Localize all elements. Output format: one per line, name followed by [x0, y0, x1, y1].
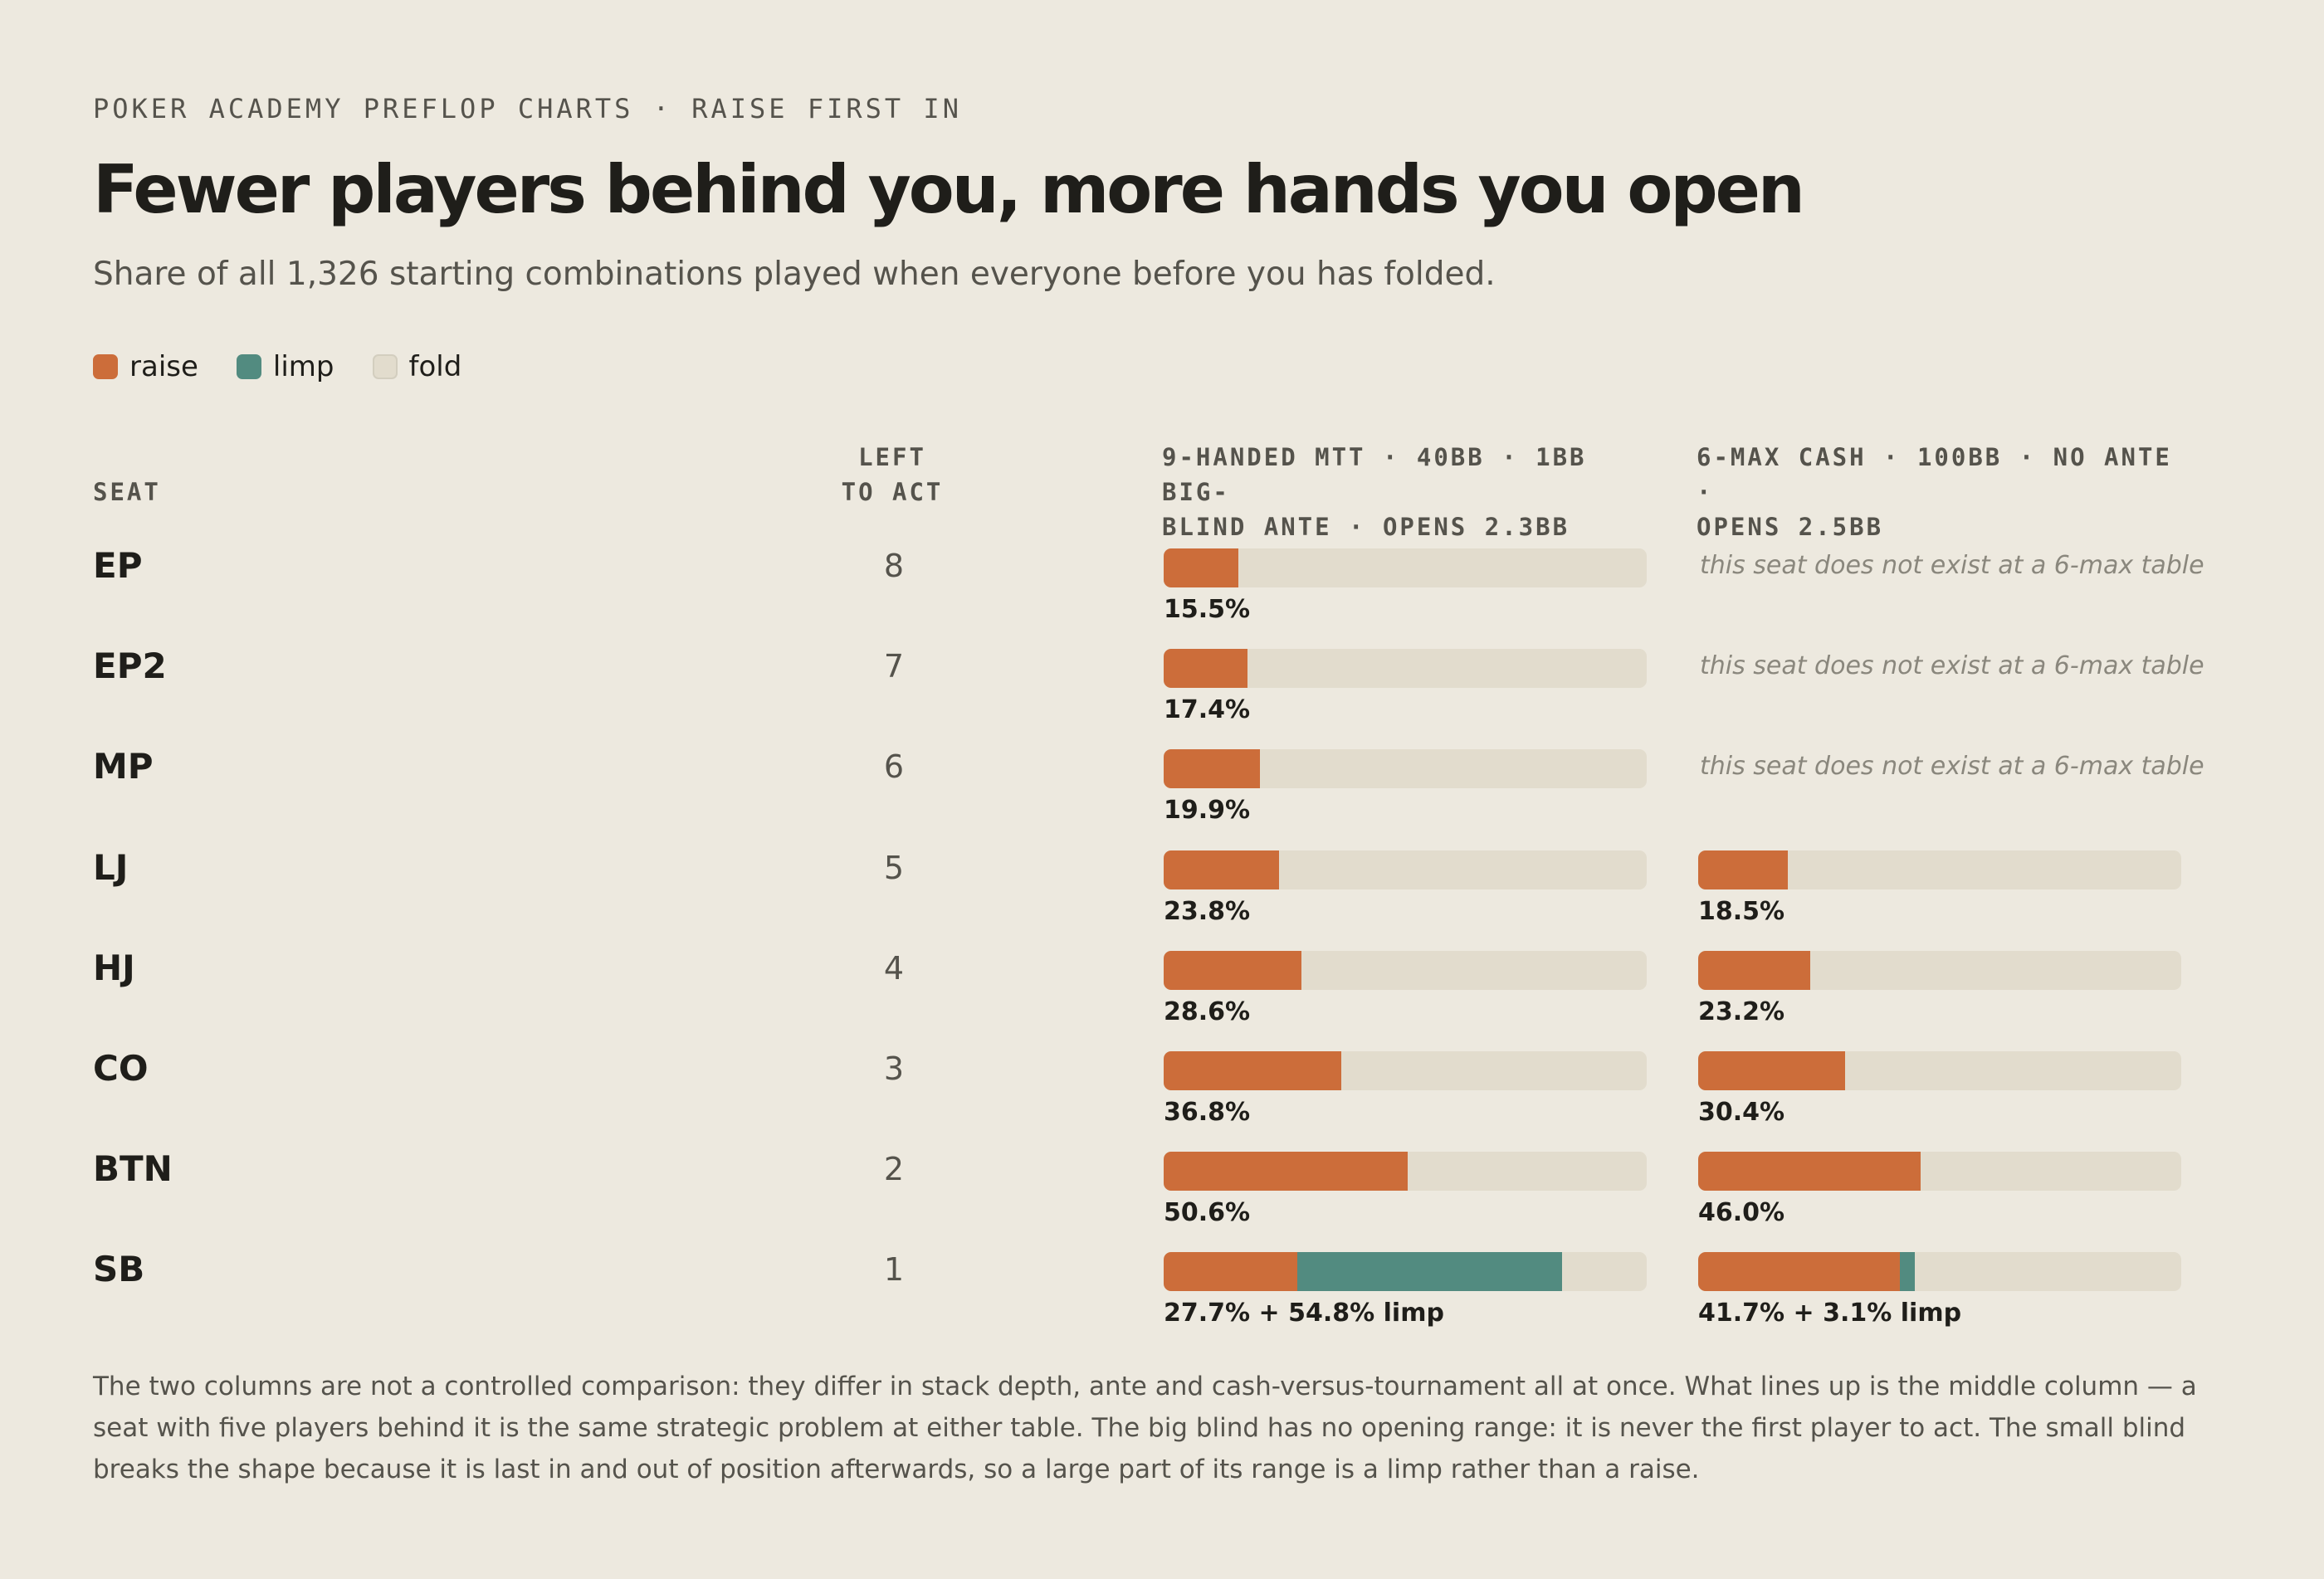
bar-value-label-mtt: 19.9%: [1164, 796, 1251, 826]
table-row: LJ 5 23.8% 18.5%: [0, 822, 2324, 926]
legend: raise limp fold: [93, 350, 461, 383]
bar-raise-mtt: [1164, 850, 1279, 889]
bar-track-mtt: [1164, 850, 1647, 889]
bar-raise-mtt: [1164, 1152, 1409, 1192]
bar-raise-cash: [1698, 1252, 1900, 1292]
bar-track-cash: [1698, 1051, 2181, 1090]
bar-value-label-cash: 46.0%: [1698, 1198, 1785, 1228]
column-header-left-to-act-line2: TO ACT: [841, 478, 944, 506]
bar-raise-mtt: [1164, 1252, 1298, 1292]
bar-value-label-cash: 18.5%: [1698, 896, 1785, 926]
page-title: Fewer players behind you, more hands you…: [93, 151, 1805, 228]
bar-track-mtt: [1164, 548, 1647, 587]
bar-track-mtt: [1164, 950, 1647, 990]
eyebrow: POKER ACADEMY PREFLOP CHARTS · RAISE FIR…: [93, 93, 962, 124]
bar-raise-cash: [1698, 850, 1788, 889]
legend-label-fold: fold: [408, 350, 462, 383]
bar-value-label-mtt: 23.8%: [1164, 896, 1251, 926]
bar-raise-cash: [1698, 950, 1811, 990]
column-header-cash: 6-MAX CASH · 100BB · NO ANTE · OPENS 2.5…: [1697, 440, 2195, 544]
left-to-act-count: 2: [883, 1151, 905, 1188]
seat-label: LJ: [93, 846, 129, 888]
column-header-left-to-act-line1: LEFT: [858, 443, 926, 471]
bar-track-mtt: [1164, 649, 1647, 689]
bar-value-label-mtt: 36.8%: [1164, 1098, 1251, 1127]
footnote: The two columns are not a controlled com…: [93, 1372, 2197, 1484]
legend-swatch-raise: [93, 354, 118, 379]
subtitle: Share of all 1,326 starting combinations…: [93, 256, 1496, 293]
column-header-cash-line1: 6-MAX CASH · 100BB · NO ANTE ·: [1697, 443, 2172, 506]
bar-track-mtt: [1164, 1252, 1647, 1292]
left-to-act-count: 5: [883, 849, 905, 886]
seat-label: BTN: [93, 1148, 173, 1190]
left-to-act-count: 8: [883, 548, 905, 584]
seat-label: EP2: [93, 646, 167, 687]
table-row: BTN 2 50.6% 46.0%: [0, 1123, 2324, 1228]
bar-limp-mtt: [1297, 1252, 1563, 1292]
legend-swatch-limp: [236, 354, 261, 379]
left-to-act-count: 6: [883, 748, 905, 786]
missing-seat-note: this seat does not exist at a 6-max tabl…: [1700, 551, 2204, 580]
column-header-seat: SEAT: [93, 478, 161, 506]
column-header-mtt: 9-HANDED MTT · 40BB · 1BB BIG- BLIND ANT…: [1162, 440, 1660, 544]
bar-track-mtt: [1164, 1051, 1647, 1090]
seat-label: MP: [93, 746, 154, 787]
column-header-mtt-line1: 9-HANDED MTT · 40BB · 1BB BIG-: [1162, 443, 1587, 506]
legend-label-raise: raise: [129, 350, 198, 383]
bar-track-mtt: [1164, 1152, 1647, 1192]
bar-value-label-mtt: 28.6%: [1164, 997, 1251, 1026]
missing-seat-note: this seat does not exist at a 6-max tabl…: [1700, 651, 2204, 681]
table-row: EP 8 15.5% this seat does not exist at a 6-…: [0, 520, 2324, 624]
left-to-act-count: 3: [883, 1050, 905, 1087]
bar-raise-cash: [1698, 1152, 1921, 1192]
left-to-act-count: 4: [883, 949, 905, 987]
bar-value-label-cash: 41.7% + 3.1% limp: [1698, 1299, 1962, 1328]
bar-track-cash: [1698, 1152, 2181, 1192]
seat-label: CO: [93, 1048, 149, 1089]
bar-track-cash: [1698, 850, 2181, 889]
table-row: HJ 4 28.6% 23.2%: [0, 923, 2324, 1026]
bar-raise-mtt: [1164, 1051, 1342, 1090]
legend-item-raise: raise: [93, 350, 198, 383]
bar-track-cash: [1698, 950, 2181, 990]
legend-label-limp: limp: [272, 350, 334, 383]
legend-swatch-fold: [372, 354, 398, 379]
legend-item-limp: limp: [236, 350, 334, 383]
left-to-act-count: 1: [883, 1251, 905, 1289]
left-to-act-count: 7: [883, 648, 905, 685]
column-header-cash-line2: OPENS 2.5BB: [1697, 513, 1884, 541]
bar-value-label-cash: 23.2%: [1698, 997, 1785, 1026]
table-row: SB 1 27.7% + 54.8% limp 41.7% + 3.1% limp: [0, 1224, 2324, 1328]
legend-item-fold: fold: [372, 350, 462, 383]
bar-raise-mtt: [1164, 649, 1248, 689]
table-row: CO 3 36.8% 30.4%: [0, 1023, 2324, 1127]
bar-value-label-mtt: 27.7% + 54.8% limp: [1164, 1299, 1444, 1328]
seat-label: HJ: [93, 947, 135, 988]
table-row: EP2 7 17.4% this seat does not exist at a 6…: [0, 621, 2324, 725]
column-header-left-to-act: LEFT TO ACT: [784, 440, 1000, 509]
bar-limp-cash: [1899, 1252, 1915, 1292]
bar-raise-cash: [1698, 1051, 1845, 1090]
bar-track-cash: [1698, 1252, 2181, 1292]
bar-raise-mtt: [1164, 749, 1260, 789]
bar-raise-mtt: [1164, 950, 1302, 990]
bar-value-label-cash: 30.4%: [1698, 1098, 1785, 1127]
bar-raise-mtt: [1164, 548, 1239, 587]
column-header-mtt-line2: BLIND ANTE · OPENS 2.3BB: [1162, 513, 1570, 541]
seat-label: EP: [93, 545, 143, 586]
bar-value-label-mtt: 50.6%: [1164, 1198, 1251, 1228]
bar-track-mtt: [1164, 749, 1647, 789]
missing-seat-note: this seat does not exist at a 6-max tabl…: [1700, 752, 2204, 782]
seat-label: SB: [93, 1249, 145, 1290]
table-row: MP 6 19.9% this seat does not exist at a 6-…: [0, 721, 2324, 825]
bar-value-label-mtt: 15.5%: [1164, 595, 1251, 624]
bar-value-label-mtt: 17.4%: [1164, 695, 1251, 725]
